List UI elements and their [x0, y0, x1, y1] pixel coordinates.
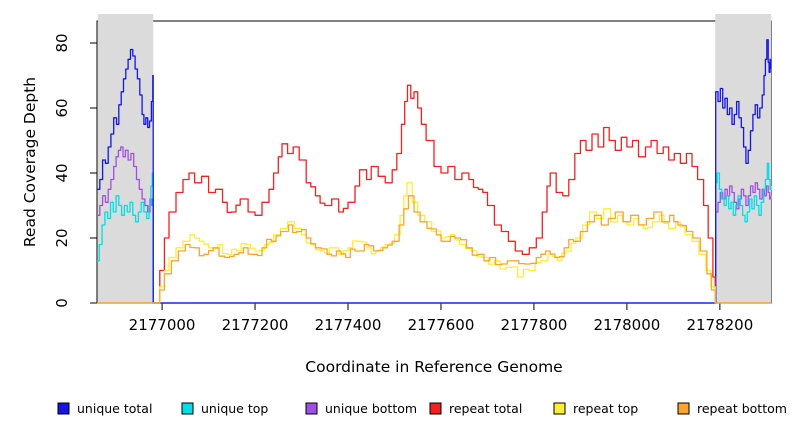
x-tick-label: 2177000 [129, 316, 196, 334]
y-tick-label: 80 [53, 33, 71, 52]
legend-item-repeat-bottom: repeat bottom [677, 401, 787, 416]
x-axis-label: Coordinate in Reference Genome [305, 358, 563, 376]
legend-item-unique-top: unique top [181, 401, 268, 416]
series-repeat-top [97, 182, 771, 304]
legend-item-unique-total: unique total [57, 401, 152, 416]
x-tick-label: 2178200 [686, 316, 753, 334]
x-tick-label: 2177400 [315, 316, 382, 334]
series-repeat-total [97, 84, 771, 304]
x-tick-label: 2177800 [501, 316, 568, 334]
legend-swatch-unique-top [181, 402, 194, 415]
x-tick-label: 2177200 [222, 316, 289, 334]
legend-item-unique-bottom: unique bottom [305, 401, 417, 416]
legend-label: unique total [77, 401, 152, 416]
y-axis: 0 20 40 60 80 [53, 33, 97, 308]
highlight-right-unique-region [715, 14, 771, 303]
x-tick-label: 2177600 [408, 316, 475, 334]
legend-label: unique top [201, 401, 268, 416]
legend-label: repeat total [449, 401, 522, 416]
series-unique-bottom [97, 146, 772, 304]
legend-item-repeat-total: repeat total [429, 401, 522, 416]
legend-label: repeat top [573, 401, 638, 416]
legend-swatch-repeat-top [553, 402, 566, 415]
legend-swatch-unique-bottom [305, 402, 318, 415]
legend-swatch-repeat-bottom [677, 402, 690, 415]
y-axis-label: Read Coverage Depth [21, 76, 39, 248]
legend-item-repeat-top: repeat top [553, 401, 638, 416]
legend-label: unique bottom [325, 401, 417, 416]
series-unique-top [97, 162, 772, 304]
y-tick-label: 40 [53, 163, 71, 182]
x-axis: 2177000 2177200 2177400 2177600 2177800 21780… [129, 303, 753, 334]
legend-label: repeat bottom [697, 401, 787, 416]
x-tick-label: 2178000 [593, 316, 660, 334]
legend: unique total unique top unique bottom repea… [57, 401, 787, 416]
highlight-left-unique-region [97, 14, 154, 303]
y-tick-label: 0 [53, 298, 71, 308]
series-unique-total [97, 39, 772, 304]
legend-swatch-unique-total [57, 402, 70, 415]
legend-swatch-repeat-total [429, 402, 442, 415]
y-tick-label: 20 [53, 228, 71, 247]
y-tick-label: 60 [53, 98, 71, 117]
series-repeat-bottom [97, 195, 771, 304]
